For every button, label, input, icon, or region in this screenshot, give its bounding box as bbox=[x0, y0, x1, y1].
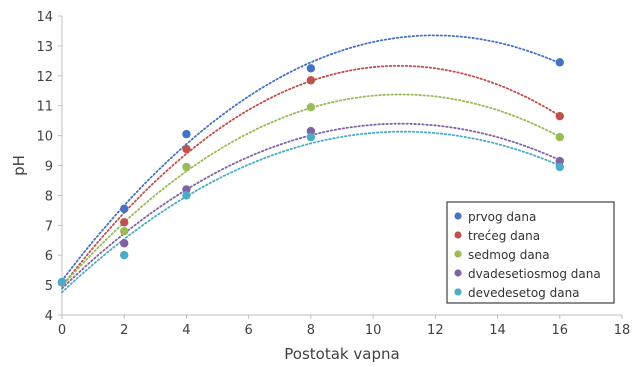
data-point-series-4 bbox=[120, 239, 129, 248]
data-point-series-2 bbox=[555, 111, 564, 121]
y-tick-label: 8 bbox=[45, 189, 53, 204]
y-tick-label: 6 bbox=[45, 249, 53, 264]
data-point-series-3 bbox=[120, 227, 129, 236]
data-point-series-5 bbox=[120, 251, 129, 260]
data-point-series-4 bbox=[306, 126, 316, 136]
y-axis-label: pH bbox=[10, 155, 28, 176]
data-point-series-5 bbox=[182, 191, 191, 200]
data-point-series-4 bbox=[555, 156, 564, 166]
data-point-series-1 bbox=[120, 204, 129, 214]
legend-label: prvog dana bbox=[468, 210, 536, 224]
x-tick-label: 2 bbox=[120, 323, 128, 338]
data-point-series-5 bbox=[57, 277, 67, 287]
x-tick-label: 14 bbox=[489, 323, 506, 338]
y-tick-label: 11 bbox=[36, 100, 53, 115]
axes: 4 5 6 7 8 9 10 11 12 13 14 0 2 4 6 8 10 12 14 16 18 bbox=[36, 10, 630, 338]
x-tick-label: 12 bbox=[427, 323, 444, 338]
legend-marker bbox=[454, 269, 462, 277]
x-tick-label: 0 bbox=[58, 323, 66, 338]
x-tick-label: 10 bbox=[365, 323, 382, 338]
legend-label: sedmog dana bbox=[468, 248, 550, 262]
legend-marker bbox=[454, 250, 462, 258]
data-point-series-3 bbox=[306, 102, 316, 112]
legend: prvog dana trećeg dana sedmog dana dvadeset… bbox=[446, 201, 615, 304]
data-point-series-1 bbox=[306, 64, 316, 73]
data-point-series-5 bbox=[555, 162, 564, 172]
data-point-series-1 bbox=[555, 58, 564, 67]
data-point-series-1 bbox=[182, 129, 191, 139]
y-tick-label: 5 bbox=[45, 279, 53, 294]
trendline-series-5 bbox=[61, 130, 561, 294]
y-tick-label: 4 bbox=[45, 309, 53, 324]
legend-label: dvadesetiosmog dana bbox=[468, 267, 601, 281]
x-tick-label: 6 bbox=[245, 323, 253, 338]
x-tick-label: 4 bbox=[182, 323, 190, 338]
data-point-series-3 bbox=[182, 162, 191, 172]
data-points bbox=[57, 58, 564, 287]
legend-box bbox=[446, 201, 615, 304]
y-tick-label: 13 bbox=[36, 40, 53, 55]
legend-label: devedesetog dana bbox=[468, 286, 580, 300]
data-point-series-5 bbox=[306, 132, 316, 142]
trendline-series-1 bbox=[61, 34, 561, 282]
legend-label: trećeg dana bbox=[468, 229, 540, 243]
data-point-series-3 bbox=[555, 132, 564, 142]
y-tick-label: 12 bbox=[36, 70, 53, 85]
y-tick-label: 9 bbox=[45, 160, 53, 175]
data-point-series-2 bbox=[120, 218, 129, 227]
y-tick-label: 14 bbox=[36, 10, 53, 25]
x-tick-label: 16 bbox=[552, 323, 569, 338]
x-axis-label: Postotak vapna bbox=[284, 345, 399, 363]
x-tick-label: 18 bbox=[614, 323, 631, 338]
y-tick-label: 10 bbox=[36, 130, 53, 145]
data-point-series-2 bbox=[182, 144, 191, 154]
data-point-series-2 bbox=[306, 76, 316, 85]
legend-marker bbox=[454, 212, 462, 220]
y-tick-label: 7 bbox=[45, 219, 53, 234]
legend-marker bbox=[454, 231, 462, 239]
x-tick-label: 8 bbox=[307, 323, 315, 338]
data-point-series-4 bbox=[182, 185, 191, 194]
legend-marker bbox=[454, 288, 462, 296]
